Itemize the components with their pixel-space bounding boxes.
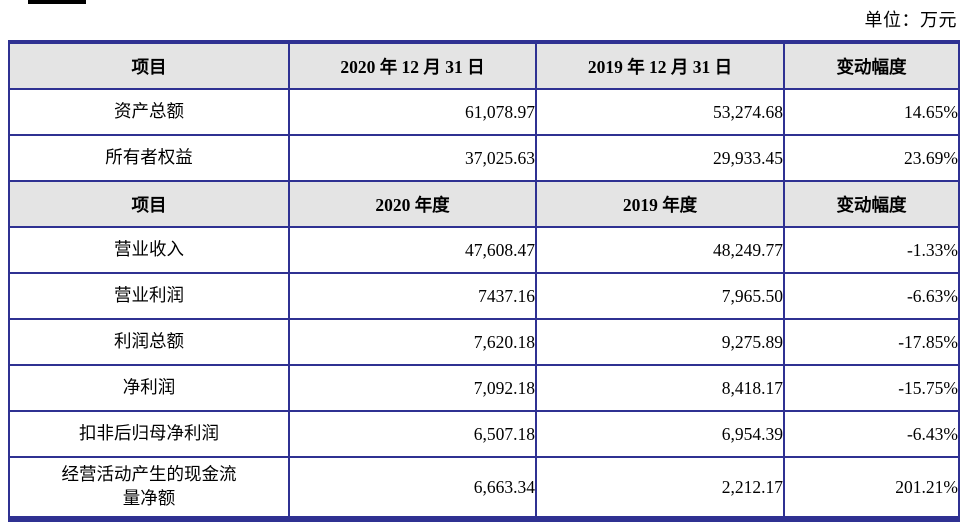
value-2020-cell: 6,507.18	[288, 410, 537, 458]
value-2020-cell: 37,025.63	[288, 134, 537, 182]
page-top-artifact-line	[28, 0, 86, 4]
row-item-cell: 利润总额	[8, 318, 290, 366]
value-2019-cell: 53,274.68	[535, 88, 785, 136]
header-change: 变动幅度	[783, 41, 960, 90]
value-2020-cell: 7,092.18	[288, 364, 537, 412]
value-2020-cell: 47,608.47	[288, 226, 537, 274]
header-year-2019: 2019 年度	[535, 180, 785, 228]
value-2019-cell: 6,954.39	[535, 410, 785, 458]
change-cell: 14.65%	[783, 88, 960, 136]
table-row-total-profit: 利润总额 7,620.18 9,275.89 -17.85%	[8, 318, 960, 366]
value-2019-cell: 9,275.89	[535, 318, 785, 366]
value-2019-cell: 29,933.45	[535, 134, 785, 182]
change-cell: -1.33%	[783, 226, 960, 274]
header-year-2020: 2020 年度	[288, 180, 537, 228]
row-item-cell: 经营活动产生的现金流 量净额	[8, 456, 290, 520]
value-2020-cell: 7,620.18	[288, 318, 537, 366]
change-cell: 23.69%	[783, 134, 960, 182]
value-2019-cell: 48,249.77	[535, 226, 785, 274]
value-2019-cell: 7,965.50	[535, 272, 785, 320]
header-item: 项目	[8, 180, 290, 228]
header-change: 变动幅度	[783, 180, 960, 228]
row-item-cell: 扣非后归母净利润	[8, 410, 290, 458]
value-2019-cell: 8,418.17	[535, 364, 785, 412]
value-2020-cell: 7437.16	[288, 272, 537, 320]
value-2020-cell: 6,663.34	[288, 456, 537, 520]
value-2020-cell: 61,078.97	[288, 88, 537, 136]
change-cell: -6.43%	[783, 410, 960, 458]
income-statement-header-row: 项目 2020 年度 2019 年度 变动幅度	[8, 180, 960, 228]
change-cell: -17.85%	[783, 318, 960, 366]
table-row-deducted-net-profit: 扣非后归母净利润 6,507.18 6,954.39 -6.43%	[8, 410, 960, 458]
balance-sheet-header-row: 项目 2020 年 12 月 31 日 2019 年 12 月 31 日 变动幅…	[8, 41, 960, 90]
row-item-cell: 资产总额	[8, 88, 290, 136]
change-cell: -6.63%	[783, 272, 960, 320]
change-cell: -15.75%	[783, 364, 960, 412]
row-item-cell: 净利润	[8, 364, 290, 412]
financial-summary-table: 项目 2020 年 12 月 31 日 2019 年 12 月 31 日 变动幅…	[8, 40, 960, 522]
change-cell: 201.21%	[783, 456, 960, 520]
table-row-owners-equity: 所有者权益 37,025.63 29,933.45 23.69%	[8, 134, 960, 182]
header-date-2019: 2019 年 12 月 31 日	[535, 41, 785, 90]
header-date-2020: 2020 年 12 月 31 日	[288, 41, 537, 90]
table-row-total-assets: 资产总额 61,078.97 53,274.68 14.65%	[8, 88, 960, 136]
row-item-cell: 营业收入	[8, 226, 290, 274]
table-row-operating-profit: 营业利润 7437.16 7,965.50 -6.63%	[8, 272, 960, 320]
row-item-cell: 营业利润	[8, 272, 290, 320]
row-item-cell: 所有者权益	[8, 134, 290, 182]
table-row-net-profit: 净利润 7,092.18 8,418.17 -15.75%	[8, 364, 960, 412]
table-row-operating-cash-flow: 经营活动产生的现金流 量净额 6,663.34 2,212.17 201.21%	[8, 456, 960, 520]
value-2019-cell: 2,212.17	[535, 456, 785, 520]
table-row-operating-revenue: 营业收入 47,608.47 48,249.77 -1.33%	[8, 226, 960, 274]
unit-label: 单位：万元	[864, 10, 957, 30]
header-item: 项目	[8, 41, 290, 90]
